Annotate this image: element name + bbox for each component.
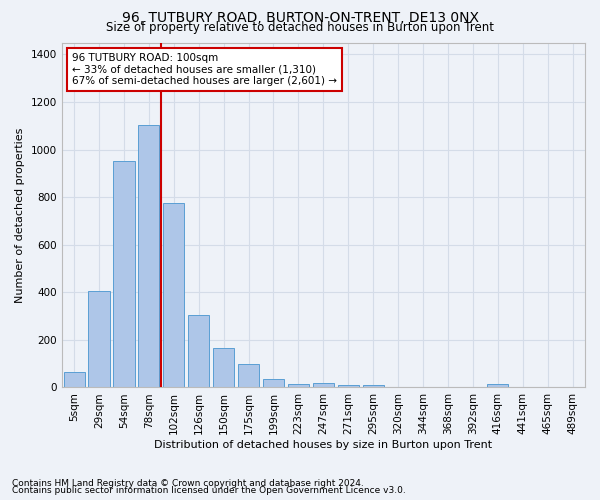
Text: Contains public sector information licensed under the Open Government Licence v3: Contains public sector information licen… <box>12 486 406 495</box>
Bar <box>338 384 359 388</box>
Bar <box>188 315 209 388</box>
Text: 96, TUTBURY ROAD, BURTON-ON-TRENT, DE13 0NX: 96, TUTBURY ROAD, BURTON-ON-TRENT, DE13 … <box>121 11 479 25</box>
Text: 96 TUTBURY ROAD: 100sqm
← 33% of detached houses are smaller (1,310)
67% of semi: 96 TUTBURY ROAD: 100sqm ← 33% of detache… <box>72 53 337 86</box>
Bar <box>487 384 508 388</box>
Bar <box>64 372 85 388</box>
Bar <box>362 385 384 388</box>
Bar <box>88 291 110 388</box>
Bar <box>313 383 334 388</box>
Bar <box>163 203 184 388</box>
Bar <box>238 364 259 388</box>
Text: Size of property relative to detached houses in Burton upon Trent: Size of property relative to detached ho… <box>106 22 494 35</box>
X-axis label: Distribution of detached houses by size in Burton upon Trent: Distribution of detached houses by size … <box>154 440 493 450</box>
Text: Contains HM Land Registry data © Crown copyright and database right 2024.: Contains HM Land Registry data © Crown c… <box>12 478 364 488</box>
Bar <box>213 348 234 388</box>
Bar <box>113 162 134 388</box>
Y-axis label: Number of detached properties: Number of detached properties <box>15 128 25 302</box>
Bar <box>263 379 284 388</box>
Bar <box>138 124 160 388</box>
Bar <box>288 384 309 388</box>
